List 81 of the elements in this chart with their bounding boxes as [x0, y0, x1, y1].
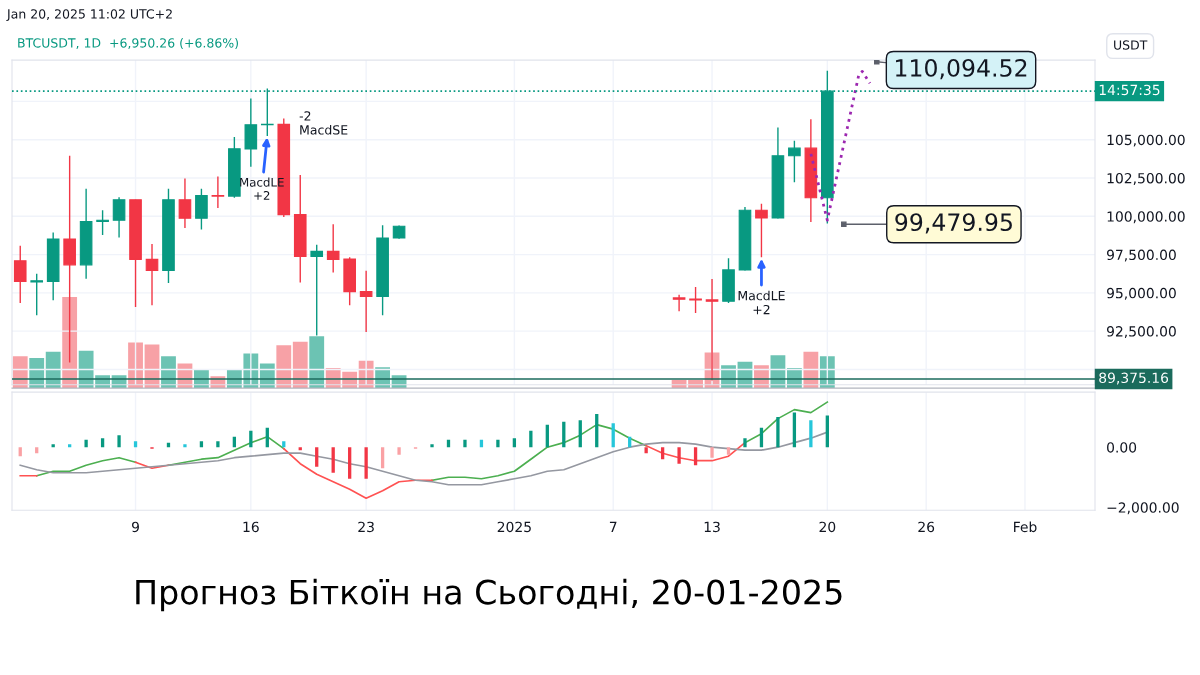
bar [331, 447, 335, 473]
bar [380, 447, 385, 469]
bar [84, 439, 88, 448]
candlestick [788, 140, 801, 183]
y-axis-title: USDT [1114, 40, 1148, 50]
y-tick-label: 92,500.00 [1106, 326, 1176, 339]
x-tick-label: Feb [1014, 521, 1037, 533]
bar [463, 439, 467, 448]
bar [677, 447, 681, 464]
bar [18, 447, 22, 457]
x-tick-label: 2025 [497, 521, 531, 533]
bar [726, 447, 731, 455]
bar [743, 438, 747, 448]
bar [298, 447, 302, 451]
bar [595, 414, 599, 448]
bar [364, 447, 368, 479]
candlestick [359, 270, 373, 333]
bar [133, 441, 138, 448]
bar [276, 345, 292, 389]
bar [117, 435, 121, 448]
candlestick [145, 243, 159, 306]
candlestick [326, 223, 340, 274]
y-tick-label: 105,000.00 [1107, 134, 1185, 147]
bar [644, 447, 648, 454]
x-tick-label: 16 [243, 521, 259, 533]
annotation: -2 MacdSE [299, 111, 348, 135]
candlestick [112, 196, 126, 239]
bar [430, 444, 434, 448]
bar [397, 447, 401, 455]
bar [35, 447, 39, 454]
bar [611, 423, 615, 448]
line-series [809, 70, 872, 222]
y-tick-label: 95,000.00 [1106, 287, 1176, 300]
bar [776, 417, 780, 448]
candlestick [310, 244, 324, 337]
bar [315, 447, 319, 467]
annotation: 99,479.95 [895, 213, 1012, 234]
bar [710, 447, 714, 458]
x-tick-label: 26 [918, 521, 935, 533]
candlestick [195, 188, 208, 231]
chart-subtitle: BTCUSDT, 1D +6,950.26 (+6.86%) [18, 37, 238, 50]
bar [51, 444, 55, 448]
candlestick [178, 177, 192, 229]
x-tick-label: 7 [609, 521, 617, 532]
candlestick [13, 244, 27, 304]
bar [809, 420, 813, 448]
candlestick [211, 175, 225, 209]
candlestick [689, 286, 702, 314]
candlestick [30, 273, 44, 316]
x-tick-label: 20 [819, 521, 836, 533]
line-series [19, 431, 829, 486]
bar [199, 441, 204, 448]
candlestick [672, 294, 686, 312]
bar [496, 439, 500, 448]
y-tick-label: 97,500.00 [1106, 249, 1176, 262]
y-tick-label: 0.00 [1107, 442, 1137, 453]
candlestick [755, 203, 768, 259]
text: 14:57:35 [1099, 84, 1160, 96]
bar [282, 441, 286, 448]
y-tick-label: 100,000.00 [1107, 211, 1185, 224]
x-tick-label: 23 [358, 521, 374, 533]
text: Прогноз Біткоїн на Сьогодні, 20-01-2025 [136, 578, 842, 612]
bar [693, 447, 698, 466]
bar [578, 420, 582, 448]
bar [100, 438, 105, 448]
x-tick-label: 9 [131, 521, 139, 533]
candlestick [96, 209, 109, 236]
text: Jan 20, 2025 11:02 UTC+2 [6, 9, 172, 21]
ref-line-label: 89,375.16 [1099, 372, 1169, 385]
annotation: MacdLE +2 [738, 290, 785, 315]
bar [183, 444, 187, 448]
bar [348, 447, 352, 479]
bar [68, 444, 72, 448]
y-tick-label: 102,500.00 [1107, 172, 1185, 185]
bar [512, 438, 517, 448]
annotation: 110,094.52 [896, 59, 1027, 80]
y-tick-label: −2,000.00 [1107, 502, 1179, 515]
x-tick-label: 13 [704, 521, 720, 533]
bar [309, 336, 325, 389]
bar [660, 447, 665, 460]
bar [216, 441, 220, 448]
